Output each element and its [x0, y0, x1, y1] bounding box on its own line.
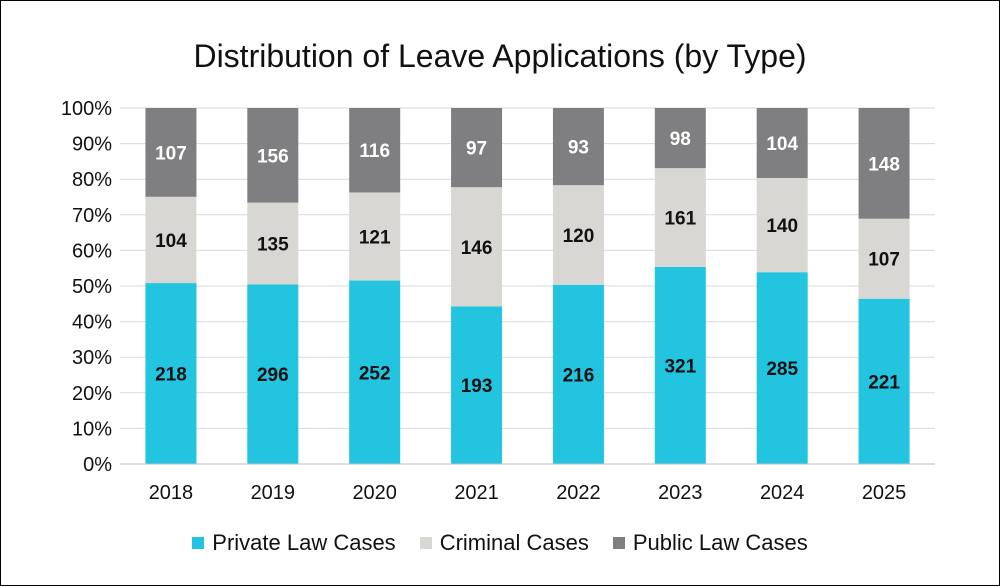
legend-label: Criminal Cases [439, 530, 589, 555]
y-tick-label: 100% [61, 98, 112, 120]
data-label: 321 [664, 356, 696, 377]
bar-segment [349, 108, 401, 193]
y-tick-label: 90% [72, 134, 112, 156]
y-tick-label: 70% [72, 205, 112, 227]
data-label: 161 [664, 209, 696, 230]
x-tick-label: 2024 [760, 482, 805, 504]
bar-segment [756, 177, 808, 273]
x-tick-label: 2023 [658, 482, 703, 504]
data-label: 97 [466, 139, 487, 160]
y-tick-label: 60% [72, 240, 112, 262]
data-label: 104 [766, 134, 798, 155]
data-label: 156 [257, 146, 289, 167]
data-label: 296 [257, 365, 289, 386]
data-label: 120 [563, 226, 595, 247]
data-label: 216 [563, 365, 595, 386]
y-tick-label: 40% [72, 312, 112, 334]
chart-title: Distribution of Leave Applications (by T… [193, 38, 807, 74]
bar-segment [451, 108, 503, 188]
bar-segment [552, 108, 604, 186]
bar-segment [858, 218, 910, 299]
data-label: 148 [868, 154, 900, 175]
bar-segment [145, 196, 197, 284]
x-tick-label: 2018 [149, 482, 194, 504]
data-label: 221 [868, 372, 900, 393]
bar-segment [247, 108, 299, 203]
bar-segment [756, 108, 808, 178]
bar-segment [247, 284, 299, 464]
y-tick-label: 10% [72, 418, 112, 440]
data-label: 121 [359, 227, 391, 248]
legend-item: Public Law Cases [612, 530, 808, 556]
bar-segment [145, 108, 197, 197]
y-tick-label: 50% [72, 276, 112, 298]
bar-segment [552, 185, 604, 285]
x-tick-label: 2025 [862, 482, 907, 504]
legend-label: Public Law Cases [632, 530, 808, 555]
bar-segment [451, 187, 503, 307]
data-label: 98 [670, 129, 691, 150]
data-label: 146 [461, 238, 493, 259]
y-tick-label: 0% [83, 454, 112, 476]
data-label: 140 [766, 216, 798, 237]
x-tick-label: 2019 [251, 482, 296, 504]
y-tick-label: 20% [72, 383, 112, 405]
data-label: 107 [868, 250, 900, 271]
bar-segment [756, 272, 808, 464]
data-label: 104 [155, 231, 187, 252]
x-tick-label: 2020 [352, 482, 397, 504]
x-tick-label: 2021 [454, 482, 499, 504]
legend-item: Private Law Cases [192, 530, 396, 556]
bar-segment [145, 283, 197, 464]
bar-segment [654, 108, 706, 169]
bar-segment [552, 284, 604, 464]
data-label: 135 [257, 235, 289, 256]
data-label: 93 [568, 138, 589, 159]
data-label: 107 [155, 143, 187, 164]
legend: Private Law Cases Criminal Cases Public La… [0, 530, 1000, 556]
bar-segment [451, 306, 503, 464]
data-label: 285 [766, 359, 798, 380]
y-tick-label: 30% [72, 347, 112, 369]
data-label: 116 [359, 141, 390, 162]
x-tick-label: 2022 [556, 482, 601, 504]
legend-swatch [612, 537, 625, 549]
bar-segment [858, 108, 910, 219]
data-label: 218 [155, 365, 187, 386]
legend-swatch [192, 537, 205, 549]
legend-item: Criminal Cases [419, 530, 589, 556]
y-tick-label: 80% [72, 169, 112, 191]
bar-segment [858, 298, 910, 464]
bar-segment [654, 168, 706, 267]
bar-segment [247, 202, 299, 285]
bar-segment [654, 266, 706, 464]
legend-swatch [419, 537, 432, 549]
data-label: 252 [359, 363, 391, 384]
bar-segment [349, 280, 401, 464]
data-label: 193 [461, 376, 493, 397]
bar-segment [349, 192, 401, 281]
legend-label: Private Law Cases [212, 530, 396, 555]
